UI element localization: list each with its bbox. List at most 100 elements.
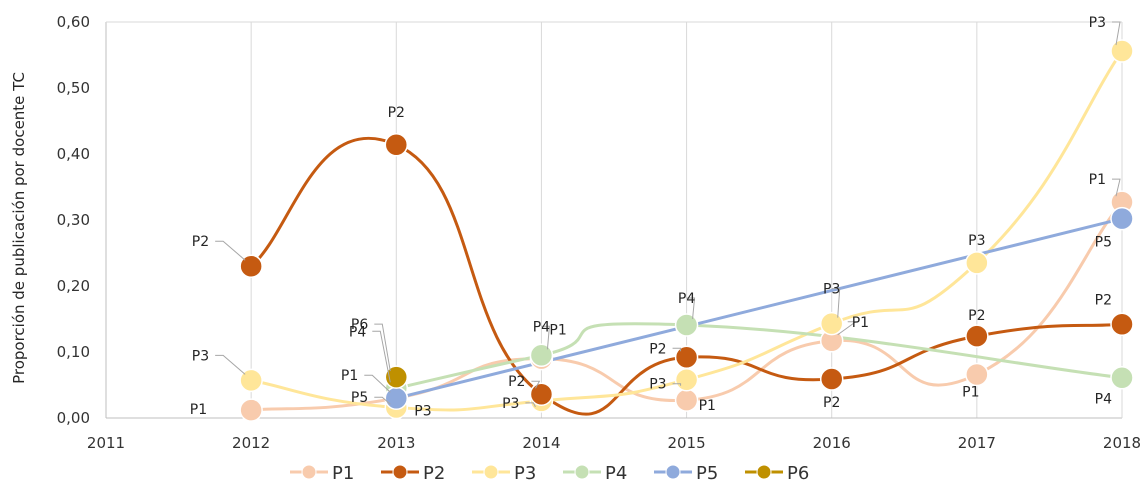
data-label-p6: P6 [351, 317, 368, 333]
leader-line [215, 240, 246, 261]
leader-line [215, 354, 246, 375]
x-tick-label: 2018 [1103, 434, 1141, 452]
leader-line [541, 325, 550, 350]
y-tick-label: 0,20 [57, 277, 90, 295]
y-tick-labels: 0,00 0,10 0,20 0,30 0,40 0,50 0,60 [57, 13, 90, 427]
data-label-p5: P5 [1095, 235, 1112, 251]
data-label-p4: P4 [349, 324, 366, 340]
data-label-p3: P3 [968, 233, 985, 249]
leader-line [364, 374, 391, 393]
x-tick-label: 2015 [667, 434, 705, 452]
data-label-p2: P2 [823, 395, 840, 411]
x-tick-label: 2017 [958, 434, 996, 452]
data-label-p2: P2 [968, 308, 985, 324]
data-point-p2 [239, 254, 263, 278]
leader-line [374, 396, 391, 405]
data-point-p1 [239, 398, 263, 422]
legend-marker-p6 [756, 464, 772, 480]
x-tick-label: 2016 [813, 434, 851, 452]
x-tick-labels: 2011 2012 2013 2014 2015 2016 2017 2018 [87, 434, 1141, 452]
leader-line [1112, 21, 1121, 46]
data-label-p2: P2 [508, 374, 525, 390]
data-point-p3 [965, 251, 989, 275]
data-point-p2 [965, 324, 989, 348]
legend-label-p6: P6 [787, 463, 809, 484]
data-label-p2: P2 [388, 105, 405, 121]
y-tick-label: 0,50 [57, 79, 90, 97]
data-label-p2: P2 [192, 234, 209, 250]
leader-line [1112, 178, 1121, 197]
leader-line [672, 383, 682, 386]
leader-line [837, 321, 858, 336]
legend: P1 P2 P3 P4 P5 P6 [290, 463, 809, 484]
data-point-p3 [819, 311, 844, 336]
data-label-p4: P4 [1095, 392, 1112, 408]
series-line-p4 [395, 322, 1123, 390]
axes [105, 21, 1123, 419]
legend-marker-p1 [301, 464, 317, 480]
data-label-p1: P1 [549, 323, 566, 339]
data-point-p2 [674, 345, 699, 370]
leader-line [686, 297, 696, 319]
legend-marker-p5 [665, 464, 681, 480]
data-label-p1: P1 [962, 384, 979, 400]
data-point-p3 [239, 368, 263, 393]
leader-line [525, 402, 536, 408]
x-tick-label: 2011 [87, 434, 125, 452]
leader-line [372, 330, 391, 383]
data-point-p4 [1110, 365, 1134, 390]
y-tick-label: 0,30 [57, 211, 90, 229]
legend-label-p1: P1 [332, 463, 354, 484]
data-point-p2 [384, 133, 409, 157]
series-markers [239, 39, 1134, 422]
data-point-p2 [529, 382, 554, 406]
legend-label-p5: P5 [696, 463, 718, 484]
legend-label-p2: P2 [423, 463, 445, 484]
data-point-p6 [384, 365, 409, 389]
legend-label-p4: P4 [605, 463, 627, 484]
data-point-p5 [1110, 206, 1134, 231]
leader-line [374, 323, 391, 372]
data-point-p2 [1110, 312, 1134, 337]
x-tick-label: 2013 [377, 434, 415, 452]
data-labels: P1 P1 P1 P1 P1 P1 P1 P2 P2 P2 P2 P2 P2 P2 P3 P3 P3 P3 P3 P3… [190, 15, 1121, 419]
gridlines [105, 22, 1123, 418]
data-point-p3 [1110, 39, 1134, 63]
data-point-p4 [674, 313, 699, 337]
data-label-p4: P4 [533, 319, 550, 335]
data-label-p5: P5 [351, 390, 368, 406]
legend-marker-p2 [392, 464, 408, 480]
leader-line [531, 380, 541, 389]
data-point-p3 [674, 367, 699, 392]
legend-marker-p3 [483, 464, 499, 480]
x-tick-label: 2014 [522, 434, 560, 452]
data-label-p1: P1 [699, 398, 716, 414]
data-label-p3: P3 [823, 282, 840, 298]
data-label-p3: P3 [1089, 15, 1106, 31]
data-label-p3: P3 [414, 403, 431, 419]
data-label-p4: P4 [678, 291, 695, 307]
data-label-p1: P1 [852, 315, 869, 331]
data-point-p1 [965, 362, 989, 387]
data-label-p2: P2 [649, 341, 666, 357]
legend-label-p3: P3 [514, 463, 536, 484]
x-tick-label: 2012 [232, 434, 270, 452]
leader-line [831, 288, 841, 318]
y-tick-label: 0,40 [57, 145, 90, 163]
data-label-p1: P1 [190, 402, 207, 418]
y-tick-label: 0,10 [57, 343, 90, 361]
data-point-p1 [674, 388, 699, 412]
data-label-p1: P1 [341, 368, 358, 384]
data-label-p3: P3 [192, 348, 209, 364]
y-tick-label: 0,00 [57, 409, 90, 427]
y-axis-label: Proporción de publicación por docente TC [10, 72, 28, 384]
y-tick-label: 0,60 [57, 13, 90, 31]
data-point-p2 [819, 367, 844, 391]
leader-line [672, 347, 682, 352]
legend-marker-p4 [574, 464, 590, 480]
data-label-p1: P1 [1089, 172, 1106, 188]
data-label-p3: P3 [649, 377, 666, 393]
series-line-p5 [395, 217, 1123, 400]
